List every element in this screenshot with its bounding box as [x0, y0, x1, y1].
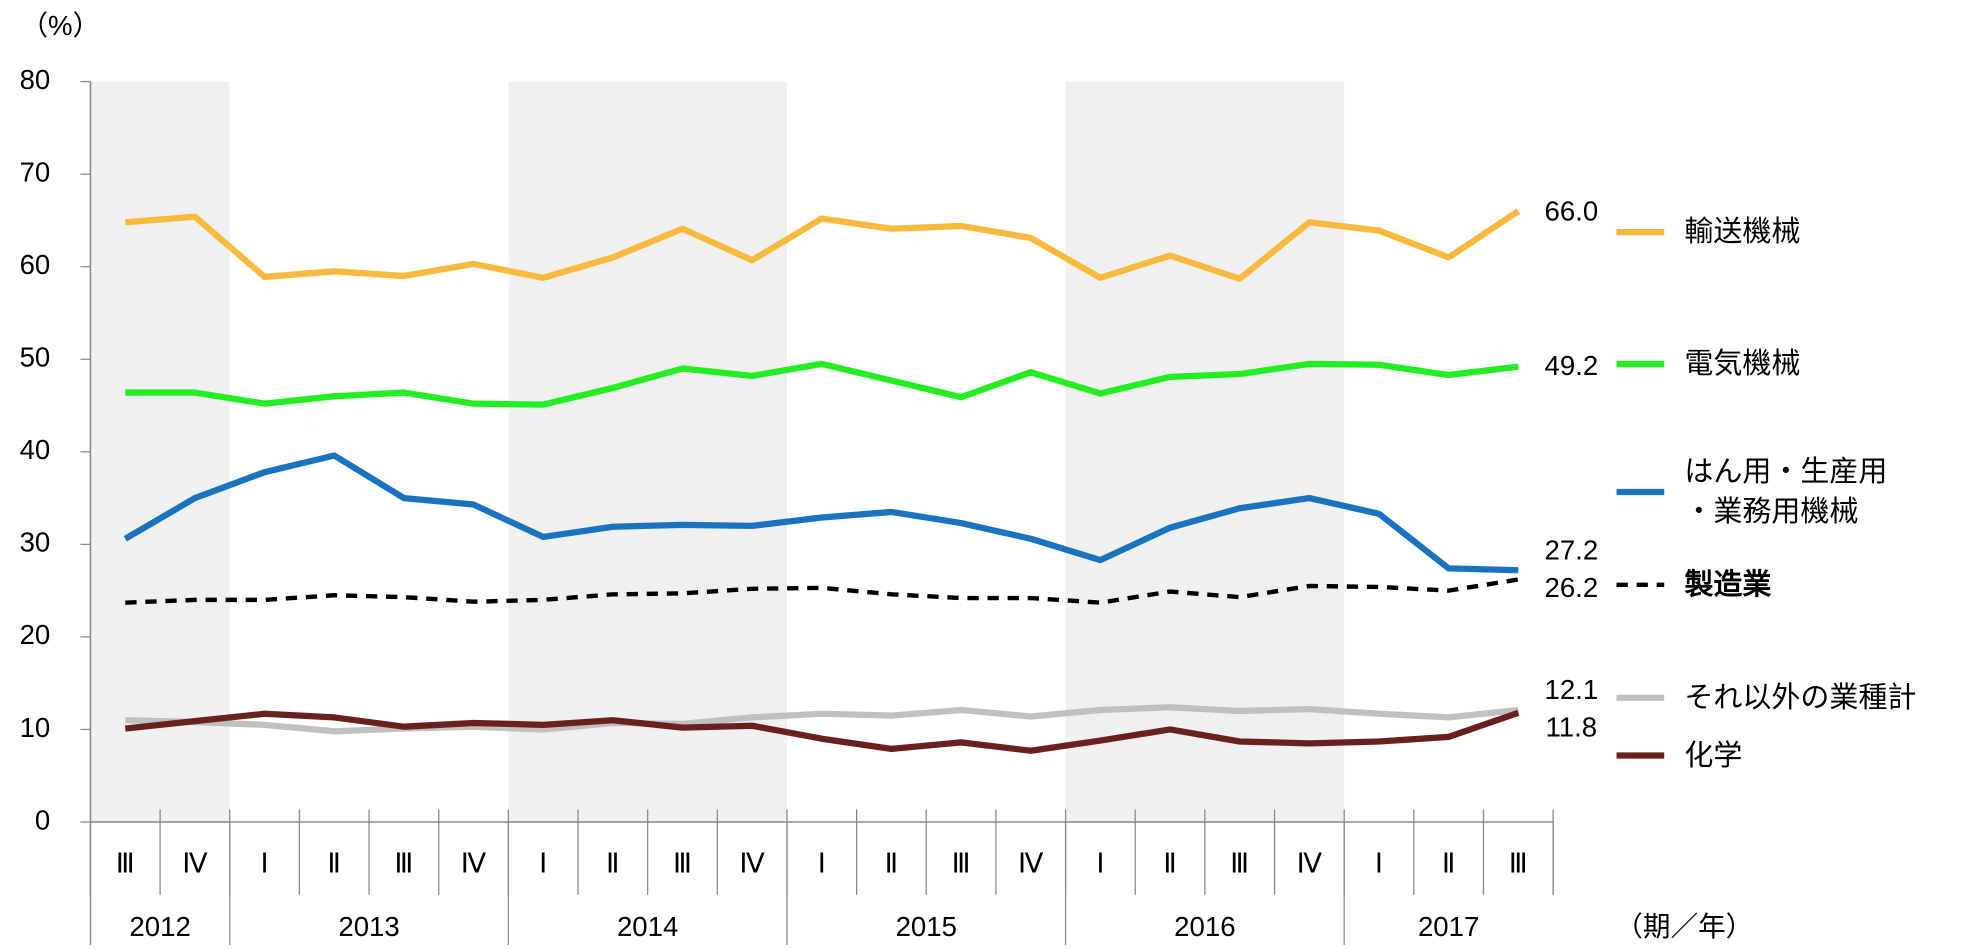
x-tick-label: Ⅳ [739, 847, 765, 878]
x-tick-label: Ⅳ [182, 847, 208, 878]
legend-label: はん用・生産用 ・業務用機械 [1684, 456, 1888, 528]
series-line [123, 452, 1519, 574]
end-label: 66.0 [1544, 196, 1598, 227]
x-unit-label: （期／年） [1615, 911, 1753, 942]
year-label: 2013 [338, 911, 399, 942]
end-label: 26.2 [1544, 572, 1598, 603]
year-band [508, 81, 787, 823]
x-tick-label: Ⅲ [1509, 847, 1528, 878]
x-tick-label: Ⅲ [952, 847, 971, 878]
y-tick-label: 50 [20, 342, 51, 373]
x-tick-label: Ⅱ [606, 847, 620, 878]
year-label: 2012 [129, 911, 190, 942]
x-tick-label: Ⅳ [1297, 847, 1323, 878]
series-line [125, 704, 1519, 735]
x-tick-label: Ⅰ [261, 847, 269, 878]
y-unit-label: （%） [20, 10, 100, 41]
legend-label: 化学 [1684, 739, 1743, 772]
legend-label: 製造業 [1684, 568, 1772, 601]
x-tick-label: Ⅰ [1096, 847, 1104, 878]
x-tick-label: Ⅱ [1163, 847, 1177, 878]
end-label: 49.2 [1544, 350, 1598, 381]
legend-label: 輸送機械 [1684, 216, 1801, 249]
year-label: 2015 [896, 911, 957, 942]
y-tick-label: 40 [20, 434, 51, 465]
end-label: 12.1 [1544, 674, 1598, 705]
x-tick-label: Ⅱ [327, 847, 341, 878]
y-tick-label: 10 [20, 712, 51, 743]
x-tick-label: Ⅰ [539, 847, 547, 878]
y-tick-label: 0 [35, 804, 50, 835]
x-tick-label: Ⅲ [673, 847, 692, 878]
x-tick-label: Ⅱ [1442, 847, 1456, 878]
year-label: 2017 [1418, 911, 1479, 942]
x-tick-label: Ⅳ [461, 847, 487, 878]
series-line [125, 208, 1521, 282]
legend-label: それ以外の業種計 [1684, 681, 1917, 714]
y-tick-label: 60 [20, 249, 51, 280]
x-tick-label: Ⅰ [1375, 847, 1383, 878]
x-tick-label: Ⅲ [116, 847, 135, 878]
year-band [90, 81, 230, 823]
end-label: 11.8 [1545, 711, 1597, 742]
series-line [124, 709, 1520, 754]
y-tick-label: 80 [20, 64, 51, 95]
x-tick-label: Ⅱ [885, 847, 899, 878]
y-tick-label: 30 [20, 527, 51, 558]
y-tick-label: 20 [20, 619, 51, 650]
series-line [125, 360, 1519, 408]
x-tick-label: Ⅳ [1018, 847, 1044, 878]
year-band [1065, 81, 1345, 823]
end-label: 27.2 [1544, 534, 1598, 565]
x-tick-label: Ⅰ [818, 847, 826, 878]
x-tick-label: Ⅲ [1230, 847, 1249, 878]
legend-label: 電気機械 [1684, 347, 1801, 380]
year-label: 2016 [1174, 911, 1235, 942]
year-label: 2014 [617, 911, 678, 942]
x-tick-label: Ⅲ [394, 847, 413, 878]
y-tick-label: 70 [20, 156, 51, 187]
